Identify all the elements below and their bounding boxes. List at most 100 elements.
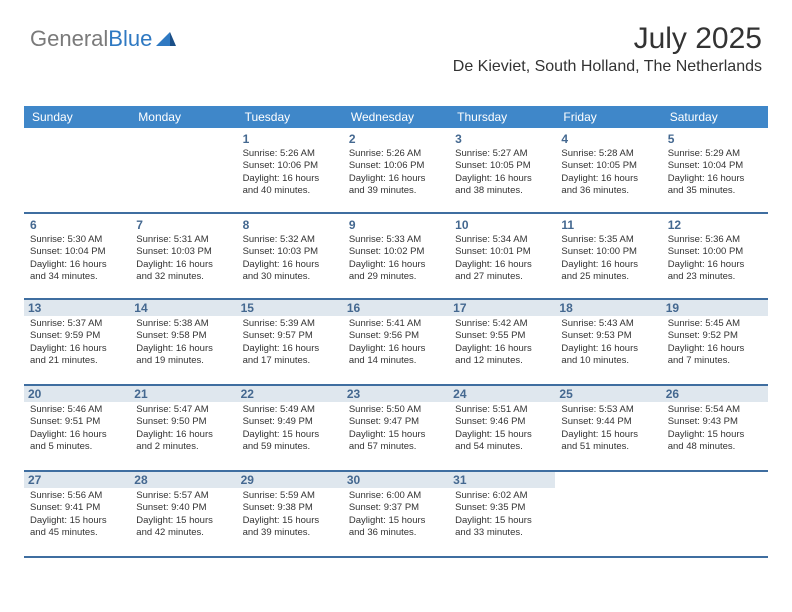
day-cell: 16 Sunrise: 5:41 AMSunset: 9:56 PMDayligh… [343, 300, 449, 384]
day-number: 23 [343, 386, 449, 402]
day-number: 18 [555, 300, 661, 316]
day-number: 11 [561, 218, 655, 232]
day-cell: 31 Sunrise: 6:02 AMSunset: 9:35 PMDayligh… [449, 472, 555, 556]
day-number: 15 [237, 300, 343, 316]
day-cell-empty [555, 472, 661, 556]
day-number: 30 [343, 472, 449, 488]
day-cell: 9Sunrise: 5:33 AMSunset: 10:02 PMDayligh… [343, 214, 449, 298]
day-number: 6 [30, 218, 124, 232]
day-info: Sunrise: 5:35 AMSunset: 10:00 PMDaylight… [561, 234, 655, 283]
day-info: Sunrise: 5:41 AMSunset: 9:56 PMDaylight:… [349, 318, 443, 367]
day-info: Sunrise: 5:31 AMSunset: 10:03 PMDaylight… [136, 234, 230, 283]
day-info: Sunrise: 5:26 AMSunset: 10:06 PMDaylight… [349, 148, 443, 197]
day-header: Monday [130, 106, 236, 128]
day-number: 4 [561, 132, 655, 146]
day-number: 31 [449, 472, 555, 488]
day-info: Sunrise: 5:47 AMSunset: 9:50 PMDaylight:… [136, 404, 230, 453]
day-header: Wednesday [343, 106, 449, 128]
day-header: Thursday [449, 106, 555, 128]
day-number: 28 [130, 472, 236, 488]
week-row: 13Sunrise: 5:37 AMSunset: 9:59 PMDayligh… [24, 300, 768, 386]
day-cell-empty [130, 128, 236, 212]
week-row: 20Sunrise: 5:46 AMSunset: 9:51 PMDayligh… [24, 386, 768, 472]
day-info: Sunrise: 5:54 AMSunset: 9:43 PMDaylight:… [668, 404, 762, 453]
day-cell: 12Sunrise: 5:36 AMSunset: 10:00 PMDaylig… [662, 214, 768, 298]
day-cell: 11 Sunrise: 5:35 AMSunset: 10:00 PMDaylig… [555, 214, 661, 298]
day-header: Tuesday [237, 106, 343, 128]
day-info: Sunrise: 5:28 AMSunset: 10:05 PMDaylight… [561, 148, 655, 197]
day-number: 7 [136, 218, 230, 232]
day-number: 26 [662, 386, 768, 402]
day-number: 16 [343, 300, 449, 316]
brand-mark-icon [156, 26, 176, 52]
brand-part2: Blue [108, 26, 152, 52]
day-header: Sunday [24, 106, 130, 128]
day-cell: 7 Sunrise: 5:31 AMSunset: 10:03 PMDayligh… [130, 214, 236, 298]
day-cell-empty [662, 472, 768, 556]
day-number: 3 [455, 132, 549, 146]
day-cell: 21 Sunrise: 5:47 AMSunset: 9:50 PMDayligh… [130, 386, 236, 470]
day-cell: 27 Sunrise: 5:56 AMSunset: 9:41 PMDayligh… [24, 472, 130, 556]
day-number: 25 [555, 386, 661, 402]
day-cell: 24 Sunrise: 5:51 AMSunset: 9:46 PMDayligh… [449, 386, 555, 470]
day-header: Saturday [662, 106, 768, 128]
week-row: 1Sunrise: 5:26 AMSunset: 10:06 PMDayligh… [24, 128, 768, 214]
day-info: Sunrise: 5:45 AMSunset: 9:52 PMDaylight:… [668, 318, 762, 367]
day-cell: 22 Sunrise: 5:49 AMSunset: 9:49 PMDayligh… [237, 386, 343, 470]
day-cell: 8 Sunrise: 5:32 AMSunset: 10:03 PMDayligh… [237, 214, 343, 298]
day-info: Sunrise: 5:43 AMSunset: 9:53 PMDaylight:… [561, 318, 655, 367]
day-cell: 30 Sunrise: 6:00 AMSunset: 9:37 PMDayligh… [343, 472, 449, 556]
day-cell-empty [24, 128, 130, 212]
day-info: Sunrise: 5:56 AMSunset: 9:41 PMDaylight:… [30, 490, 124, 539]
day-cell: 1Sunrise: 5:26 AMSunset: 10:06 PMDayligh… [237, 128, 343, 212]
day-info: Sunrise: 5:42 AMSunset: 9:55 PMDaylight:… [455, 318, 549, 367]
day-cell: 15 Sunrise: 5:39 AMSunset: 9:57 PMDayligh… [237, 300, 343, 384]
day-info: Sunrise: 5:27 AMSunset: 10:05 PMDaylight… [455, 148, 549, 197]
day-info: Sunrise: 5:32 AMSunset: 10:03 PMDaylight… [243, 234, 337, 283]
day-number: 8 [243, 218, 337, 232]
day-number: 13 [24, 300, 130, 316]
day-info: Sunrise: 5:29 AMSunset: 10:04 PMDaylight… [668, 148, 762, 197]
day-info: Sunrise: 5:51 AMSunset: 9:46 PMDaylight:… [455, 404, 549, 453]
day-info: Sunrise: 5:26 AMSunset: 10:06 PMDaylight… [243, 148, 337, 197]
location-text: De Kieviet, South Holland, The Netherlan… [453, 58, 762, 76]
day-info: Sunrise: 5:38 AMSunset: 9:58 PMDaylight:… [136, 318, 230, 367]
day-cell: 17 Sunrise: 5:42 AMSunset: 9:55 PMDayligh… [449, 300, 555, 384]
day-cell: 2 Sunrise: 5:26 AMSunset: 10:06 PMDayligh… [343, 128, 449, 212]
day-info: Sunrise: 6:02 AMSunset: 9:35 PMDaylight:… [455, 490, 549, 539]
weeks-container: 1Sunrise: 5:26 AMSunset: 10:06 PMDayligh… [24, 128, 768, 558]
day-info: Sunrise: 6:00 AMSunset: 9:37 PMDaylight:… [349, 490, 443, 539]
day-number: 14 [130, 300, 236, 316]
header-right: July 2025 De Kieviet, South Holland, The… [453, 22, 762, 76]
day-number: 2 [349, 132, 443, 146]
day-number: 9 [349, 218, 443, 232]
day-number: 29 [237, 472, 343, 488]
day-number: 22 [237, 386, 343, 402]
day-cell: 6 Sunrise: 5:30 AMSunset: 10:04 PMDayligh… [24, 214, 130, 298]
day-cell: 29 Sunrise: 5:59 AMSunset: 9:38 PMDayligh… [237, 472, 343, 556]
day-info: Sunrise: 5:59 AMSunset: 9:38 PMDaylight:… [243, 490, 337, 539]
day-cell: 25 Sunrise: 5:53 AMSunset: 9:44 PMDayligh… [555, 386, 661, 470]
day-number: 10 [455, 218, 549, 232]
day-number: 17 [449, 300, 555, 316]
week-row: 6 Sunrise: 5:30 AMSunset: 10:04 PMDayligh… [24, 214, 768, 300]
day-info: Sunrise: 5:39 AMSunset: 9:57 PMDaylight:… [243, 318, 337, 367]
day-cell: 13Sunrise: 5:37 AMSunset: 9:59 PMDayligh… [24, 300, 130, 384]
day-cell: 10Sunrise: 5:34 AMSunset: 10:01 PMDaylig… [449, 214, 555, 298]
day-number: 27 [24, 472, 130, 488]
day-number: 20 [24, 386, 130, 402]
day-number: 24 [449, 386, 555, 402]
day-cell: 3 Sunrise: 5:27 AMSunset: 10:05 PMDayligh… [449, 128, 555, 212]
day-info: Sunrise: 5:30 AMSunset: 10:04 PMDaylight… [30, 234, 124, 283]
day-info: Sunrise: 5:49 AMSunset: 9:49 PMDaylight:… [243, 404, 337, 453]
day-info: Sunrise: 5:57 AMSunset: 9:40 PMDaylight:… [136, 490, 230, 539]
day-cell: 28 Sunrise: 5:57 AMSunset: 9:40 PMDayligh… [130, 472, 236, 556]
day-number: 21 [130, 386, 236, 402]
day-info: Sunrise: 5:53 AMSunset: 9:44 PMDaylight:… [561, 404, 655, 453]
day-info: Sunrise: 5:50 AMSunset: 9:47 PMDaylight:… [349, 404, 443, 453]
day-number: 5 [668, 132, 762, 146]
day-cell: 14 Sunrise: 5:38 AMSunset: 9:58 PMDayligh… [130, 300, 236, 384]
day-cell: 19 Sunrise: 5:45 AMSunset: 9:52 PMDayligh… [662, 300, 768, 384]
day-number: 19 [662, 300, 768, 316]
day-cell: 18 Sunrise: 5:43 AMSunset: 9:53 PMDayligh… [555, 300, 661, 384]
